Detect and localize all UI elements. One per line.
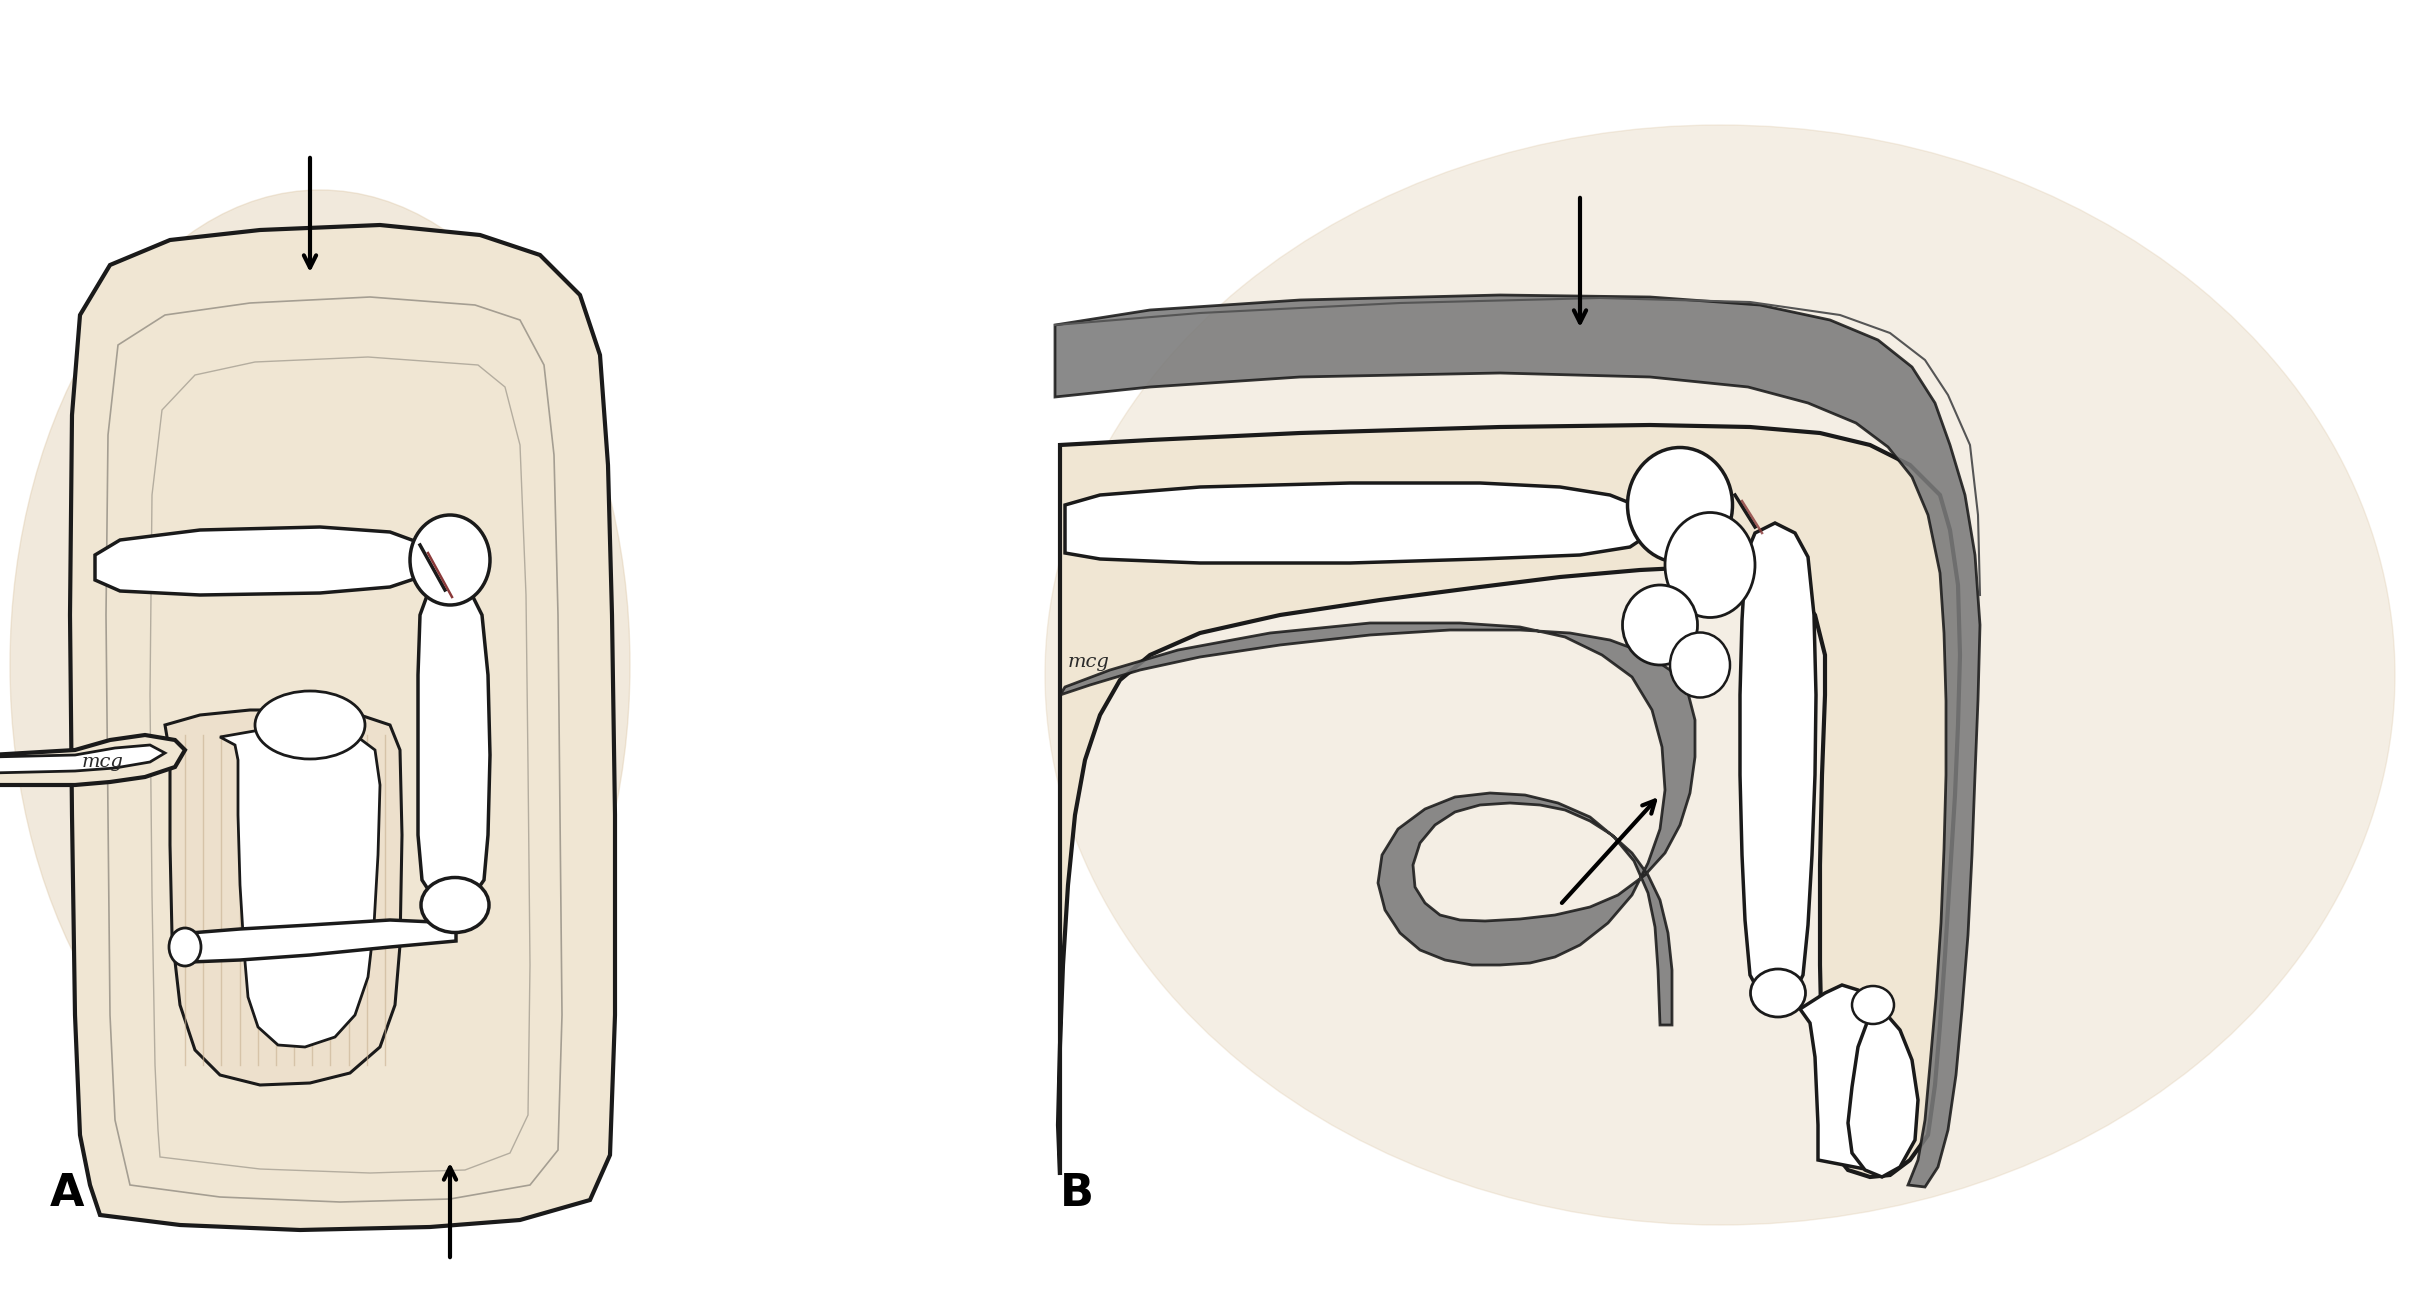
Polygon shape — [1061, 623, 1694, 1024]
Ellipse shape — [1044, 125, 2395, 1226]
Ellipse shape — [1627, 447, 1733, 563]
Ellipse shape — [1665, 513, 1755, 618]
Ellipse shape — [10, 189, 631, 1140]
Ellipse shape — [1851, 986, 1895, 1024]
Text: mcg: mcg — [1068, 654, 1109, 671]
Text: mcg: mcg — [82, 753, 123, 771]
Ellipse shape — [1670, 633, 1731, 697]
Polygon shape — [94, 527, 430, 594]
Polygon shape — [418, 586, 491, 907]
Polygon shape — [0, 735, 186, 785]
Ellipse shape — [411, 515, 491, 605]
Polygon shape — [1849, 1015, 1919, 1177]
Text: A: A — [51, 1172, 85, 1215]
Ellipse shape — [256, 690, 365, 759]
Polygon shape — [174, 920, 457, 963]
Polygon shape — [220, 730, 379, 1047]
Polygon shape — [1740, 523, 1815, 1005]
Ellipse shape — [421, 877, 488, 932]
Ellipse shape — [169, 928, 201, 967]
Ellipse shape — [1622, 585, 1697, 665]
Polygon shape — [164, 710, 401, 1085]
Polygon shape — [1059, 425, 1960, 1177]
Polygon shape — [70, 225, 614, 1230]
Polygon shape — [1066, 483, 1648, 563]
Polygon shape — [1801, 985, 1878, 1170]
Ellipse shape — [1750, 969, 1805, 1016]
Polygon shape — [1054, 295, 1980, 1187]
Polygon shape — [0, 746, 164, 773]
Text: B: B — [1061, 1172, 1095, 1215]
